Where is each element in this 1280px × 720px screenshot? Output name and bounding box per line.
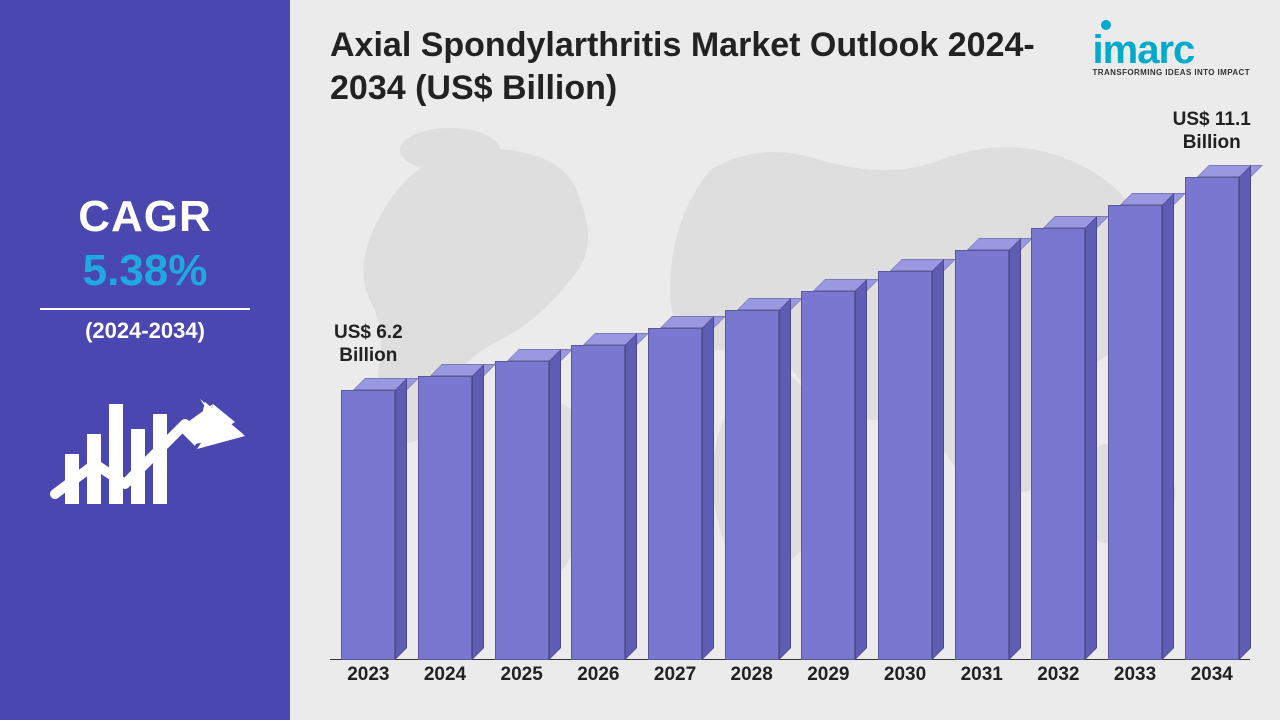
bar [1031,228,1085,660]
bar-side-face [625,333,637,660]
bar-front-face [648,328,702,660]
bar [571,345,625,660]
cagr-period: (2024-2034) [85,318,205,344]
bar-side-face [1085,216,1097,660]
bar-front-face [1185,177,1239,660]
bar [495,361,549,660]
x-axis-label: 2027 [637,664,714,696]
bar [1185,177,1239,660]
logo-tagline: TRANSFORMING IDEAS INTO IMPACT [1093,68,1250,77]
bar-front-face [341,390,395,660]
x-axis-labels: 2023202420252026202720282029203020312032… [330,664,1250,696]
cagr-label: CAGR [78,192,212,242]
bar-callout: US$ 6.2 Billion [323,322,413,368]
bar [878,271,932,660]
bar-slot [943,250,1020,660]
bar-front-face [571,345,625,660]
logo-word: imarc [1093,32,1250,68]
bar-side-face [395,378,407,660]
bar-front-face [955,250,1009,660]
brand-logo: imarc TRANSFORMING IDEAS INTO IMPACT [1093,20,1250,77]
bar-front-face [725,310,779,660]
chart-panel: Axial Spondylarthritis Market Outlook 20… [290,0,1280,720]
bar-slot [483,361,560,660]
bar-front-face [878,271,932,660]
bar [418,376,472,660]
x-axis-label: 2032 [1020,664,1097,696]
chart-area: US$ 6.2 Billion US$ 11.1 Billion 20232024… [330,136,1250,696]
x-axis-label: 2023 [330,664,407,696]
x-axis-label: 2029 [790,664,867,696]
bar-side-face [932,259,944,660]
growth-chart-icon [45,374,245,529]
bar [725,310,779,660]
bar [648,328,702,660]
bar [955,250,1009,660]
x-axis-label: 2024 [407,664,484,696]
bar-side-face [1009,238,1021,660]
x-axis-label: 2030 [867,664,944,696]
x-axis-label: 2025 [483,664,560,696]
bar-callout: US$ 11.1 Billion [1167,109,1257,155]
x-axis-label: 2031 [943,664,1020,696]
bar-side-face [472,364,484,660]
cagr-value: 5.38% [83,246,208,296]
bar-side-face [549,349,561,660]
bar-slot [867,271,944,660]
bar-side-face [1162,193,1174,660]
cagr-divider [40,308,250,310]
stage: CAGR 5.38% (2024-2034) [0,0,1280,720]
bar [1108,205,1162,660]
bar-slot: US$ 6.2 Billion [330,390,407,660]
x-axis-label: 2028 [713,664,790,696]
bar [341,390,395,660]
x-axis-label: 2034 [1173,664,1250,696]
bar-slot [1020,228,1097,660]
bar-top-face [1197,165,1263,177]
bar-slot: US$ 11.1 Billion [1173,177,1250,660]
bar-side-face [779,298,791,660]
bars-row: US$ 6.2 Billion US$ 11.1 Billion [330,140,1250,660]
bar-front-face [1031,228,1085,660]
bar-side-face [1239,165,1251,660]
bar-front-face [1108,205,1162,660]
cagr-panel: CAGR 5.38% (2024-2034) [0,0,290,720]
bar-slot [713,310,790,660]
chart-title: Axial Spondylarthritis Market Outlook 20… [330,24,1050,109]
bar-slot [560,345,637,660]
bar-slot [1097,205,1174,660]
bar-front-face [418,376,472,660]
x-axis-label: 2026 [560,664,637,696]
bar-slot [790,291,867,660]
bar [801,291,855,660]
bar-slot [407,376,484,660]
bar-front-face [495,361,549,660]
x-axis-label: 2033 [1097,664,1174,696]
bar-side-face [855,279,867,660]
bar-front-face [801,291,855,660]
bar-slot [637,328,714,660]
bar-side-face [702,316,714,660]
